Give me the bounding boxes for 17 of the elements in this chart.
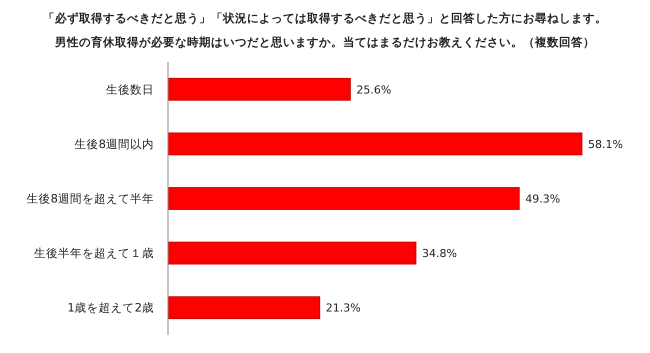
bar — [168, 132, 582, 156]
data-label: 58.1% — [588, 138, 623, 151]
chart-title: 「必ず取得するべきだと思う」「状況によっては取得するべきだと思う」と回答した方にお尋ねします。 — [43, 11, 607, 25]
y-tick-label: 生後8週間以内 — [74, 136, 154, 151]
data-label: 34.8% — [422, 247, 457, 260]
chart-subtitle: 男性の育休取得が必要な時期はいつだと思いますか。当てはまるだけお教えください。（複数回答） — [54, 35, 595, 49]
y-tick-label: 1歳を超えて2歳 — [67, 300, 154, 315]
y-tick-label: 生後数日 — [106, 82, 154, 96]
data-label: 49.3% — [525, 192, 560, 206]
bar — [168, 242, 416, 264]
y-tick-label: 生後半年を超えて１歳 — [34, 246, 154, 260]
bar — [168, 78, 351, 101]
data-label: 21.3% — [326, 302, 361, 315]
bar — [168, 296, 320, 320]
y-tick-label: 生後8週間を超えて半年 — [26, 192, 154, 206]
bar — [168, 187, 520, 210]
data-label: 25.6% — [356, 83, 392, 96]
